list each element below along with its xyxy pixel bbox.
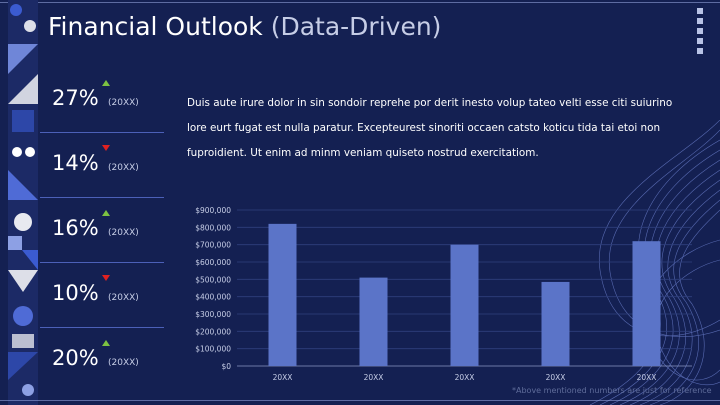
- arrow-up-icon: [102, 210, 110, 216]
- stat-item: 20% (20XX): [40, 328, 164, 393]
- arrow-up-icon: [102, 340, 110, 346]
- stat-item: 14% (20XX): [40, 133, 164, 198]
- y-tick-label: $300,000: [195, 310, 231, 319]
- x-tick-label: 20XX: [455, 373, 475, 382]
- stat-divider: [40, 327, 164, 328]
- stat-item: 27% (20XX): [40, 68, 164, 133]
- bottom-border: [0, 400, 720, 401]
- x-tick-label: 20XX: [273, 373, 293, 382]
- stat-value: 20%: [52, 346, 99, 370]
- arrow-up-icon: [102, 80, 110, 86]
- stat-value: 10%: [52, 281, 99, 305]
- x-tick-label: 20XX: [546, 373, 566, 382]
- stat-year: (20XX): [108, 358, 139, 368]
- dotted-marker: [697, 8, 705, 58]
- footnote: *Above mentioned numbers are just for re…: [512, 386, 712, 395]
- bar: [268, 223, 297, 366]
- stat-year: (20XX): [108, 293, 139, 303]
- stat-year: (20XX): [108, 228, 139, 238]
- y-tick-label: $800,000: [195, 223, 231, 232]
- y-tick-label: $600,000: [195, 258, 231, 267]
- y-tick-label: $500,000: [195, 275, 231, 284]
- bar: [359, 277, 388, 366]
- y-tick-label: $700,000: [195, 241, 231, 250]
- title-main: Financial Outlook: [48, 12, 263, 41]
- arrow-down-icon: [102, 275, 110, 281]
- bar: [541, 281, 570, 366]
- bar-chart: $0 $100,000 $200,000 $300,000 $400,000 $500,0…: [195, 206, 692, 382]
- stat-item: 10% (20XX): [40, 263, 164, 328]
- x-tick-label: 20XX: [637, 373, 657, 382]
- top-border: [0, 2, 720, 3]
- y-tick-label: $400,000: [195, 293, 231, 302]
- stat-value: 14%: [52, 151, 99, 175]
- title-subtitle: (Data-Driven): [262, 12, 442, 41]
- y-tick-label: $200,000: [195, 327, 231, 336]
- arrow-down-icon: [102, 145, 110, 151]
- description-paragraph: Duis aute irure dolor in sin sondoir rep…: [187, 97, 673, 159]
- stat-year: (20XX): [108, 163, 139, 173]
- stat-value: 27%: [52, 86, 99, 110]
- stat-year: (20XX): [108, 98, 139, 108]
- geometric-pattern-strip: [8, 0, 38, 405]
- stat-value: 16%: [52, 216, 99, 240]
- page-title: Financial Outlook (Data-Driven): [48, 10, 441, 44]
- stat-item: 16% (20XX): [40, 198, 164, 263]
- bar: [450, 244, 479, 366]
- y-tick-label: $0: [221, 362, 231, 371]
- bar: [632, 241, 661, 366]
- y-tick-label: $900,000: [195, 206, 231, 215]
- stat-divider: [40, 197, 164, 198]
- stat-divider: [40, 262, 164, 263]
- stat-divider: [40, 132, 164, 133]
- y-tick-label: $100,000: [195, 345, 231, 354]
- x-tick-label: 20XX: [364, 373, 384, 382]
